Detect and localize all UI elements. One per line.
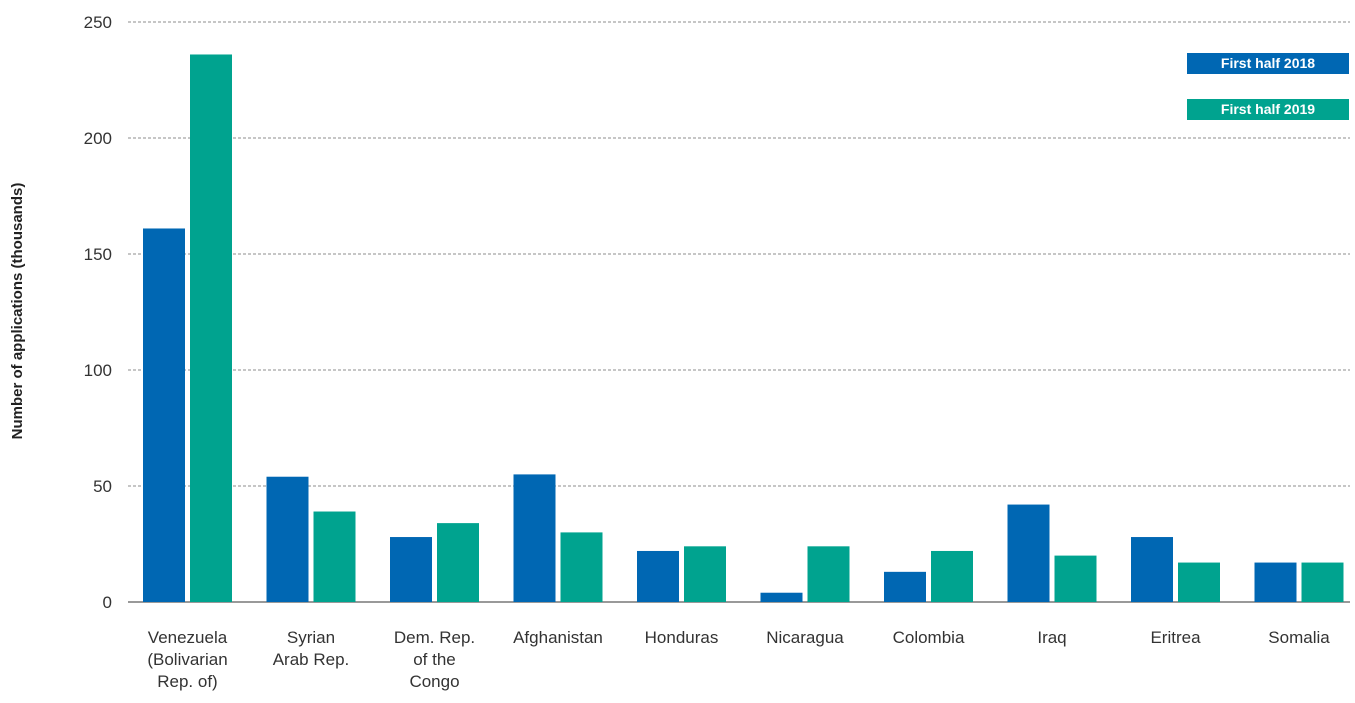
x-tick-label: Afghanistan: [513, 628, 603, 647]
bar-2019: [1178, 562, 1220, 602]
bar-2018: [637, 550, 679, 602]
bar-2018: [884, 571, 926, 602]
y-tick-label: 150: [84, 245, 112, 264]
x-tick-label: Colombia: [893, 628, 965, 647]
legend-item-2019: First half 2019: [1187, 99, 1349, 120]
bar-2018: [1007, 504, 1050, 602]
bar-2019: [313, 511, 356, 602]
x-tick-label: Somalia: [1268, 628, 1330, 647]
bar-2019: [684, 546, 726, 602]
bar-2019: [1301, 562, 1344, 602]
x-tick-label-line: Nicaragua: [766, 628, 844, 647]
x-tick-label: Dem. Rep. of the Congo: [394, 628, 475, 691]
x-tick-label-line: Afghanistan: [513, 628, 603, 647]
bar-2018: [760, 592, 803, 602]
bar-2019: [190, 54, 232, 603]
x-tick-label-line: Eritrea: [1150, 628, 1201, 647]
y-tick-label: 0: [103, 593, 112, 612]
bar-2019: [931, 550, 973, 602]
x-tick-label-line: Rep. of): [157, 672, 217, 691]
bar-2019: [807, 546, 850, 602]
legend-item-2018: First half 2018: [1187, 53, 1349, 74]
y-tick-label: 100: [84, 361, 112, 380]
bar-2018: [266, 476, 309, 602]
x-tick-label-line: Arab Rep.: [273, 650, 350, 669]
x-tick-label-line: Dem. Rep.: [394, 628, 475, 647]
x-tick-label-line: Congo: [409, 672, 459, 691]
x-tick-label-line: Somalia: [1268, 628, 1330, 647]
bar-2018: [143, 228, 185, 603]
bar-2019: [437, 523, 479, 602]
x-tick-label: Iraq: [1037, 628, 1066, 647]
y-tick-label: 250: [84, 13, 112, 32]
x-tick-label-line: Venezuela: [148, 628, 228, 647]
bar-2018: [1254, 562, 1297, 602]
x-tick-label: Nicaragua: [766, 628, 844, 647]
x-tick-label-line: (Bolivarian: [147, 650, 227, 669]
y-tick-label: 200: [84, 129, 112, 148]
x-tick-label-line: Colombia: [893, 628, 965, 647]
x-tick-label: Venezuela (Bolivarian Rep. of): [147, 628, 227, 691]
y-tick-label: 50: [93, 477, 112, 496]
x-tick-label: Eritrea: [1150, 628, 1201, 647]
bar-2019: [1054, 555, 1097, 602]
bar-2018: [513, 474, 556, 602]
x-tick-label: Honduras: [645, 628, 719, 647]
x-tick-label-line: of the: [413, 650, 456, 669]
x-tick-label-line: Honduras: [645, 628, 719, 647]
y-axis-label: Number of applications (thousands): [9, 183, 26, 440]
bar-2019: [560, 532, 603, 602]
x-tick-label: Syrian Arab Rep.: [273, 628, 350, 669]
bar-2018: [1131, 537, 1173, 602]
bar-2018: [390, 537, 432, 602]
x-tick-label-line: Iraq: [1037, 628, 1066, 647]
x-tick-label-line: Syrian: [287, 628, 335, 647]
